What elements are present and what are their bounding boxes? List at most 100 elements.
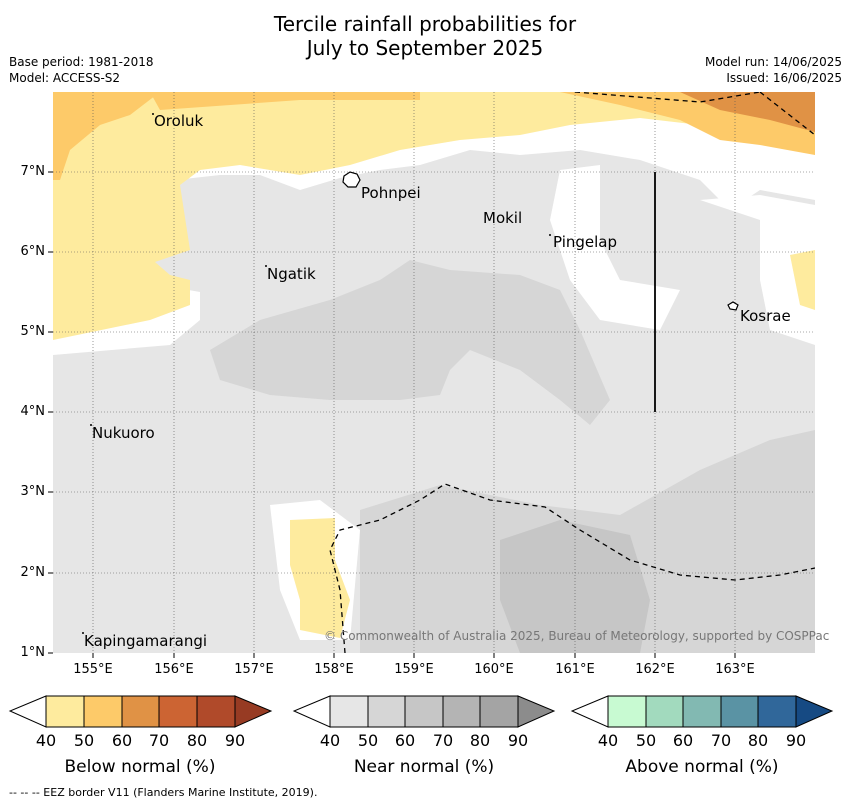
below-normal-50-west [53, 92, 160, 180]
cb-above-3 [682, 695, 722, 728]
cb-above-tick-90: 90 [785, 731, 807, 750]
cb-above-tick-40: 40 [597, 731, 619, 750]
cb-near-4 [442, 695, 481, 728]
place-nukuoro: Nukuoro [92, 424, 155, 442]
place-mokil: Mokil [483, 209, 523, 227]
lon-tick-157E: 157°E [234, 662, 274, 677]
below-normal-40-kosrae [790, 250, 815, 310]
cb-above-tick-70: 70 [710, 731, 732, 750]
lon-tick-163E: 163°E [715, 662, 755, 677]
lat-tick-3N: 3°N [20, 484, 46, 499]
cb-below-tick-70: 70 [148, 731, 170, 750]
issued-date: Issued: 16/06/2025 [726, 71, 842, 85]
white-patch-kosrae [700, 195, 815, 345]
below-normal-60-northeast [680, 92, 815, 132]
place-kosrae: Kosrae [740, 307, 791, 325]
cb-below-1 [45, 695, 85, 728]
cb-above-tick-50: 50 [635, 731, 657, 750]
title-line-2: July to September 2025 [306, 36, 544, 60]
near-normal-60-south [500, 520, 650, 653]
cb-above-tick-60: 60 [672, 731, 694, 750]
axis-ticks [48, 171, 736, 658]
cb-near-tick-80: 80 [469, 731, 491, 750]
cb-below-4 [158, 695, 198, 728]
cb-above-6 [795, 695, 834, 728]
lon-tick-162E: 162°E [635, 662, 675, 677]
lon-tick-160E: 160°E [474, 662, 514, 677]
cb-near-0 [292, 695, 331, 728]
cb-near-6 [517, 695, 556, 728]
eez-border-north [574, 92, 761, 103]
white-patch-east [550, 165, 680, 330]
below-normal-40-region [53, 92, 815, 340]
cb-above-5 [757, 695, 797, 728]
eez-border-northeast [759, 92, 815, 136]
lat-tick-7N: 7°N [20, 164, 46, 179]
lat-tick-4N: 4°N [20, 404, 46, 419]
lon-tick-161E: 161°E [555, 662, 595, 677]
meta-right: Model run: 14/06/2025 Issued: 16/06/2025 [705, 54, 842, 86]
model-name: Model: ACCESS-S2 [9, 71, 121, 85]
cb-below-tick-50: 50 [73, 731, 95, 750]
cb-below-tick-60: 60 [111, 731, 133, 750]
colorbar-near [292, 695, 556, 728]
lat-tick-2N: 2°N [20, 565, 46, 580]
colorbar-above [570, 695, 834, 728]
cb-below-tick-90: 90 [224, 731, 246, 750]
lon-tick-156E: 156°E [154, 662, 194, 677]
cb-near-tick-40: 40 [319, 731, 341, 750]
cb-near-2 [367, 695, 406, 728]
place-oroluk: Oroluk [154, 112, 204, 130]
cb-above-4 [720, 695, 759, 728]
cb-above-1 [607, 695, 647, 728]
place-kapingamarangi: Kapingamarangi [84, 632, 208, 650]
oroluk-atoll [152, 113, 154, 115]
cb-near-tick-60: 60 [394, 731, 416, 750]
cb-near-tick-90: 90 [507, 731, 529, 750]
meta-left: Base period: 1981-2018 Model: ACCESS-S2 [9, 54, 154, 86]
lon-tick-159E: 159°E [394, 662, 434, 677]
model-run: Model run: 14/06/2025 [704, 55, 842, 69]
cb-below-5 [196, 695, 236, 728]
cb-above-0 [570, 695, 609, 728]
cb-below-tick-40: 40 [35, 731, 57, 750]
place-ngatik: Ngatik [267, 265, 316, 283]
cb-near-5 [479, 695, 519, 728]
copyright-text: © Commonwealth of Australia 2025, Bureau… [324, 629, 830, 643]
nukuoro-atoll [90, 424, 92, 426]
above-normal-label: Above normal (%) [625, 757, 779, 777]
cb-below-2 [83, 695, 123, 728]
below-normal-40-south [290, 518, 350, 638]
lon-tick-158E: 158°E [314, 662, 354, 677]
cb-near-3 [404, 695, 444, 728]
title-line-1: Tercile rainfall probabilities for [273, 12, 577, 36]
cb-near-tick-50: 50 [357, 731, 379, 750]
cb-below-6 [234, 695, 273, 728]
ngatik-atoll [265, 265, 267, 267]
near-normal-50-central [210, 260, 610, 425]
cb-below-0 [8, 695, 47, 728]
kapingamarangi-atoll [82, 632, 84, 634]
cb-above-2 [645, 695, 684, 728]
cb-near-1 [329, 695, 369, 728]
below-normal-50-north [150, 92, 420, 110]
place-pingelap: Pingelap [553, 233, 618, 251]
probability-map [53, 92, 815, 653]
cb-above-tick-80: 80 [747, 731, 769, 750]
cb-near-tick-70: 70 [432, 731, 454, 750]
eez-border-south [329, 483, 815, 653]
base-period: Base period: 1981-2018 [9, 55, 154, 69]
place-pohnpei: Pohnpei [361, 184, 421, 202]
pingelap-atoll [549, 234, 551, 236]
lat-tick-5N: 5°N [20, 324, 46, 339]
map-title: Tercile rainfall probabilities for July … [0, 12, 850, 60]
cb-below-tick-80: 80 [186, 731, 208, 750]
graticule [53, 92, 815, 653]
cb-below-3 [121, 695, 160, 728]
kosrae-island [727, 301, 739, 311]
lat-tick-1N: 1°N [20, 645, 46, 660]
pohnpei-island [342, 171, 361, 188]
colorbar-below [8, 695, 273, 728]
eez-footnote: -- -- -- EEZ border V11 (Flanders Marine… [9, 786, 318, 799]
